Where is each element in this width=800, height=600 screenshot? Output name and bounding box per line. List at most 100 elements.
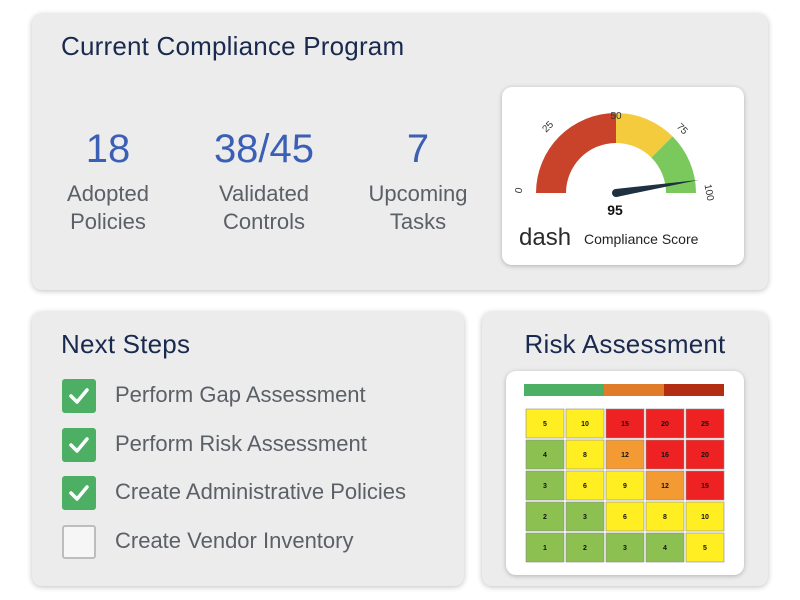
risk-matrix-cell-value: 10 — [581, 421, 589, 428]
risk-matrix-cell — [645, 439, 685, 470]
risk-matrix-cell-value: 9 — [623, 483, 627, 490]
checkbox-checked[interactable] — [62, 428, 96, 462]
gauge-needle — [615, 179, 699, 197]
risk-matrix-cell-value: 1 — [543, 545, 547, 552]
risk-matrix-cell — [565, 408, 605, 439]
stat-value: 7 — [406, 127, 430, 171]
risk-matrix-cell — [565, 532, 605, 563]
risk-assessment-title: Risk Assessment — [524, 329, 726, 359]
risk-matrix-cell-value: 2 — [583, 545, 587, 552]
stat-adopted-policies: 18 Adopted Policies — [28, 126, 188, 236]
compliance-score-gauge: 0 25 50 75 100 95 dash Compliance Score — [514, 111, 716, 251]
risk-matrix-cell — [565, 470, 605, 501]
risk-level-bar-segment — [604, 384, 664, 396]
stat-label-line: Upcoming — [368, 181, 468, 206]
risk-matrix-cell — [685, 501, 725, 532]
gauge-tick-25: 25 — [540, 119, 556, 135]
risk-matrix-cell-value: 12 — [621, 452, 629, 459]
next-steps-card: Next Steps Perform Gap Assessment Perfor… — [32, 312, 464, 586]
risk-matrix-cell-value: 3 — [623, 545, 627, 552]
risk-matrix-cell — [565, 501, 605, 532]
checkbox-unchecked[interactable] — [62, 525, 96, 559]
stat-value: 38/45 — [213, 127, 315, 171]
risk-matrix-cell-value: 4 — [663, 545, 667, 552]
gauge-tick-50: 50 — [610, 111, 622, 122]
check-icon — [69, 437, 89, 453]
risk-matrix-cell-value: 20 — [661, 421, 669, 428]
compliance-program-card: Current Compliance Program 18 Adopted Po… — [32, 14, 768, 290]
gauge-segment-red — [536, 113, 616, 193]
stat-upcoming-tasks: 7 Upcoming Tasks — [338, 126, 498, 236]
risk-matrix-cell-value: 15 — [621, 421, 629, 428]
risk-matrix-cell — [605, 439, 645, 470]
gauge-tick-100: 100 — [702, 183, 716, 202]
risk-matrix-cell-value: 5 — [703, 545, 707, 552]
stat-label: Upcoming Tasks — [338, 180, 498, 236]
risk-matrix-cell — [645, 470, 685, 501]
gauge-tick-75: 75 — [674, 121, 690, 137]
risk-heatmap-card: 5 10 15 20 25 4 8 12 16 20 3 6 9 12 15 2 3 6 8 10 1 2 3 4 5 — [506, 371, 744, 575]
stat-label: Validated Controls — [184, 180, 344, 236]
gauge-segment-green — [651, 136, 696, 193]
gauge-caption: Compliance Score — [584, 231, 699, 247]
checkbox-checked[interactable] — [62, 379, 96, 413]
step-label: Create Administrative Policies — [115, 479, 407, 504]
risk-matrix-cell-value: 8 — [583, 452, 587, 459]
checkbox-checked[interactable] — [62, 476, 96, 510]
risk-matrix-cell — [685, 470, 725, 501]
stat-label-line: Controls — [223, 209, 305, 234]
risk-matrix-cell-value: 3 — [543, 483, 547, 490]
compliance-program-title: Current Compliance Program — [61, 31, 405, 61]
stat-label-line: Validated — [218, 181, 310, 206]
next-steps-title: Next Steps — [61, 329, 191, 359]
risk-matrix-cell — [525, 470, 565, 501]
gauge-segment-yellow — [616, 113, 673, 158]
risk-level-bar-segment — [524, 384, 604, 396]
risk-assessment-card: Risk Assessment 5 10 15 20 25 4 8 12 16 20 3 6 9 12 15… — [482, 312, 768, 586]
risk-matrix-cell-value: 5 — [543, 421, 547, 428]
risk-matrix-cell-value: 6 — [623, 514, 627, 521]
risk-matrix-cell — [605, 408, 645, 439]
risk-matrix-cell-value: 15 — [701, 483, 709, 490]
risk-matrix-cell-value: 10 — [701, 514, 709, 521]
risk-matrix-cell — [525, 532, 565, 563]
step-label: Perform Risk Assessment — [115, 431, 367, 456]
gauge-needle-hub — [612, 189, 620, 197]
step-label: Perform Gap Assessment — [115, 382, 366, 407]
risk-matrix-cell-value: 3 — [583, 514, 587, 521]
gauge-tick-0: 0 — [514, 186, 526, 194]
risk-matrix-cell-value: 4 — [543, 452, 547, 459]
risk-matrix-cell — [685, 408, 725, 439]
compliance-score-gauge-card: 0 25 50 75 100 95 dash Compliance Score — [502, 87, 744, 265]
stat-label-line: Policies — [70, 209, 146, 234]
stat-value: 18 — [85, 127, 131, 171]
step-label: Create Vendor Inventory — [115, 528, 354, 553]
stat-validated-controls: 38/45 Validated Controls — [184, 126, 344, 236]
check-icon — [69, 388, 89, 404]
risk-matrix-cell — [645, 532, 685, 563]
stat-label-line: Adopted — [67, 181, 149, 206]
risk-matrix-cell-value: 16 — [661, 452, 669, 459]
gauge-score-value: 95 — [607, 202, 623, 218]
risk-matrix-cell-value: 25 — [701, 421, 709, 428]
stat-label-line: Tasks — [389, 209, 447, 234]
check-icon — [69, 485, 89, 501]
risk-matrix-cell — [645, 408, 685, 439]
risk-matrix-cell-value: 12 — [661, 483, 669, 490]
risk-matrix-cell-value: 20 — [701, 452, 709, 459]
risk-matrix-cell — [605, 501, 645, 532]
risk-matrix-cell — [685, 439, 725, 470]
risk-matrix-cell-value: 6 — [583, 483, 587, 490]
risk-matrix-cell-value: 8 — [663, 514, 667, 521]
risk-matrix-cell — [605, 532, 645, 563]
risk-matrix-cell — [525, 501, 565, 532]
risk-level-bar-segment — [664, 384, 724, 396]
risk-matrix-cell — [685, 532, 725, 563]
risk-matrix-cell — [565, 439, 605, 470]
risk-matrix-cell — [525, 408, 565, 439]
stat-label: Adopted Policies — [28, 180, 188, 236]
risk-matrix-cell-value: 2 — [543, 514, 547, 521]
risk-matrix-cell — [605, 470, 645, 501]
risk-matrix-cell — [525, 439, 565, 470]
risk-matrix-cell — [645, 501, 685, 532]
